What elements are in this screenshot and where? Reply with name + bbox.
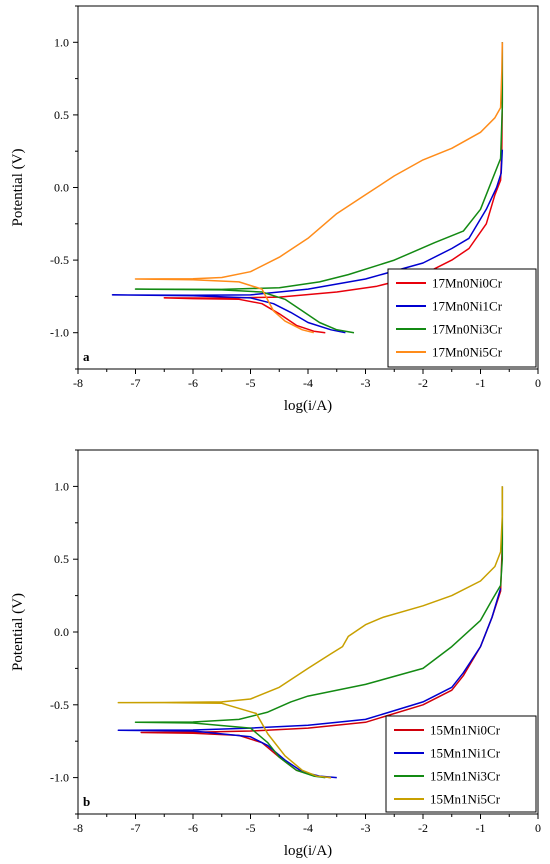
x-tick-label: -1: [476, 376, 486, 390]
x-tick-label: -8: [73, 376, 83, 390]
legend-label: 15Mn1Ni3Cr: [430, 769, 501, 784]
series-line-15Mn1Ni5Cr: [117, 486, 504, 779]
y-tick-label: 0.0: [54, 625, 69, 639]
legend: 15Mn1Ni0Cr 15Mn1Ni1Cr 15Mn1Ni3Cr 15Mn1Ni5Cr: [385, 715, 537, 813]
legend-label: 17Mn0Ni5Cr: [432, 345, 503, 360]
y-tick-label: -1.0: [50, 771, 69, 785]
chart-panel-b: -8 -7 -6 -5 -4 -3 -2 -1 0 -1.0 -0.5 0.0 0.5 1.0 log(i/…: [10, 449, 541, 859]
legend-label: 17Mn0Ni0Cr: [432, 276, 503, 291]
x-tick-label: -2: [418, 821, 428, 835]
x-tick-label: -6: [188, 821, 198, 835]
chart-panel-a: -8 -7 -6 -5 -4 -3 -2 -1 0 -1.0 -0.5 0.0 0.5 1.0 log(i/…: [10, 5, 541, 414]
y-tick-label: 0.5: [54, 552, 69, 566]
legend-label: 17Mn0Ni1Cr: [432, 299, 503, 314]
x-tick-label: 0: [535, 376, 541, 390]
legend-label: 15Mn1Ni5Cr: [430, 792, 501, 807]
x-axis-title: log(i/A): [284, 398, 332, 414]
y-tick-label: -0.5: [50, 698, 69, 712]
legend-box: [387, 268, 537, 368]
series-line-17Mn0Ni3Cr: [134, 42, 504, 334]
x-tick-label: -6: [188, 376, 198, 390]
y-tick-label: 1.0: [54, 479, 69, 493]
x-tick-label: -8: [73, 821, 83, 835]
panel-label: a: [83, 349, 90, 364]
legend-box: [385, 715, 537, 813]
legend-label: 17Mn0Ni3Cr: [432, 322, 503, 337]
legend-label: 15Mn1Ni1Cr: [430, 746, 501, 761]
y-tick-label: -0.5: [50, 253, 69, 267]
x-tick-label: -3: [361, 376, 371, 390]
x-axis-title: log(i/A): [284, 843, 332, 859]
x-tick-label: -2: [418, 376, 428, 390]
x-tick-label: -5: [246, 821, 256, 835]
y-tick-label: -1.0: [50, 326, 69, 340]
x-tick-label: -7: [131, 376, 141, 390]
x-tick-label: -7: [131, 821, 141, 835]
x-tick-label: -5: [246, 376, 256, 390]
y-axis-title: Potential (V): [10, 593, 26, 671]
y-tick-label: 0.5: [54, 108, 69, 122]
series-line-15Mn1Ni3Cr: [134, 486, 504, 779]
x-tick-label: -4: [303, 821, 313, 835]
series-line-17Mn0Ni5Cr: [134, 42, 504, 334]
x-tick-label: -1: [476, 821, 486, 835]
y-tick-label: 1.0: [54, 35, 69, 49]
series-line-17Mn0Ni1Cr: [111, 149, 504, 334]
y-tick-label: 0.0: [54, 181, 69, 195]
series-line-15Mn1Ni1Cr: [117, 588, 502, 779]
x-tick-label: -4: [303, 376, 313, 390]
legend-label: 15Mn1Ni0Cr: [430, 723, 501, 738]
x-tick-label: -3: [361, 821, 371, 835]
panel-label: b: [83, 794, 90, 809]
y-axis-title: Potential (V): [10, 149, 26, 227]
legend: 17Mn0Ni0Cr 17Mn0Ni1Cr 17Mn0Ni3Cr 17Mn0Ni5Cr: [387, 268, 537, 368]
x-tick-label: 0: [535, 821, 541, 835]
